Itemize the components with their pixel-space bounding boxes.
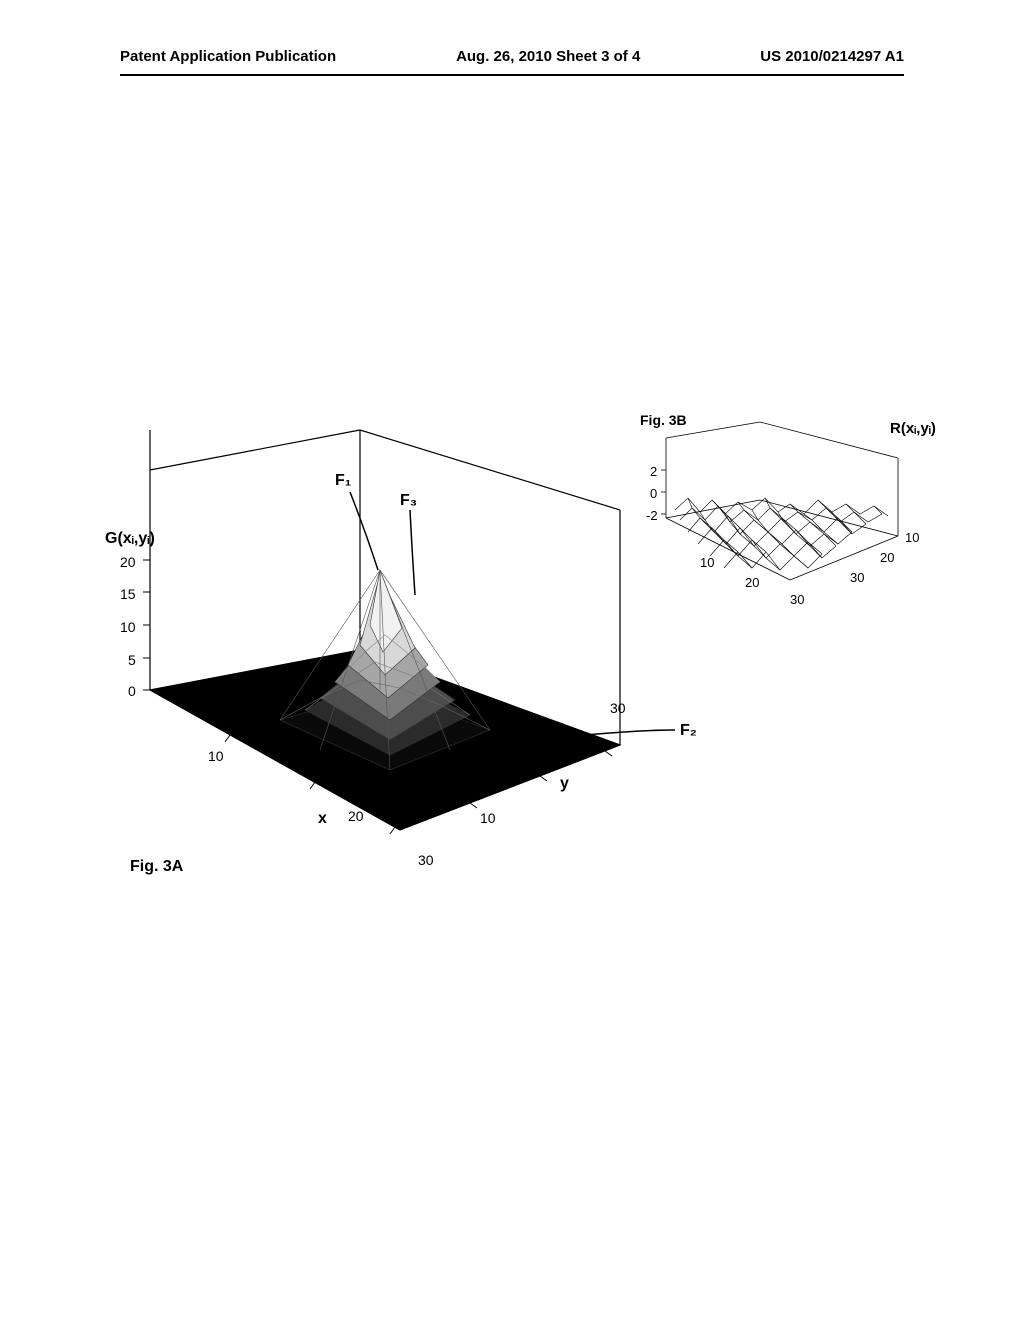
figB-ztick-0: 2 [650, 464, 657, 479]
figA-ztick-3: 5 [128, 652, 136, 668]
figB-ytick-0: 10 [905, 530, 919, 545]
figB-xtick-0: 10 [700, 555, 714, 570]
figA-xtick-2: 30 [418, 852, 434, 868]
figB-ytick-1: 20 [880, 550, 894, 565]
header-center: Aug. 26, 2010 Sheet 3 of 4 [456, 48, 640, 65]
figA-caption: Fig. 3A [130, 858, 183, 876]
figA-callout-f2: F₂ [680, 722, 697, 740]
figB-ytick-2: 30 [850, 570, 864, 585]
header-right: US 2010/0214297 A1 [760, 48, 904, 65]
figA-callout-f3: F₃ [400, 492, 417, 510]
figA-z-label: G(xᵢ,yᵢ) [105, 530, 155, 548]
header-rule [120, 74, 904, 76]
fig-3b-plot [640, 420, 920, 600]
figB-ztick-2: -2 [646, 508, 658, 523]
figA-ytick-0: 10 [480, 810, 496, 826]
figA-xtick-0: 10 [208, 748, 224, 764]
header-left: Patent Application Publication [120, 48, 336, 65]
page-header: Patent Application Publication Aug. 26, … [0, 48, 1024, 65]
figA-xtick-1: 20 [348, 808, 364, 824]
figA-ztick-0: 20 [120, 554, 136, 570]
figA-ytick-2: 30 [610, 700, 626, 716]
figB-ztick-1: 0 [650, 486, 657, 501]
figA-x-label: x [318, 810, 327, 828]
figB-xtick-1: 20 [745, 575, 759, 590]
figA-ztick-4: 0 [128, 683, 136, 699]
figA-ztick-2: 10 [120, 619, 136, 635]
figA-ytick-1: 20 [550, 750, 566, 766]
figB-caption: Fig. 3B [640, 412, 687, 428]
figA-ztick-1: 15 [120, 586, 136, 602]
figB-z-label: R(xᵢ,yᵢ) [890, 420, 936, 437]
figB-xtick-2: 30 [790, 592, 804, 607]
fig-3a-plot [80, 420, 680, 880]
figure-area: G(xᵢ,yᵢ) 20 15 10 5 0 10 x 20 30 10 y 20… [80, 420, 950, 900]
figA-callout-f1: F₁ [335, 472, 351, 490]
figA-y-label: y [560, 775, 569, 793]
